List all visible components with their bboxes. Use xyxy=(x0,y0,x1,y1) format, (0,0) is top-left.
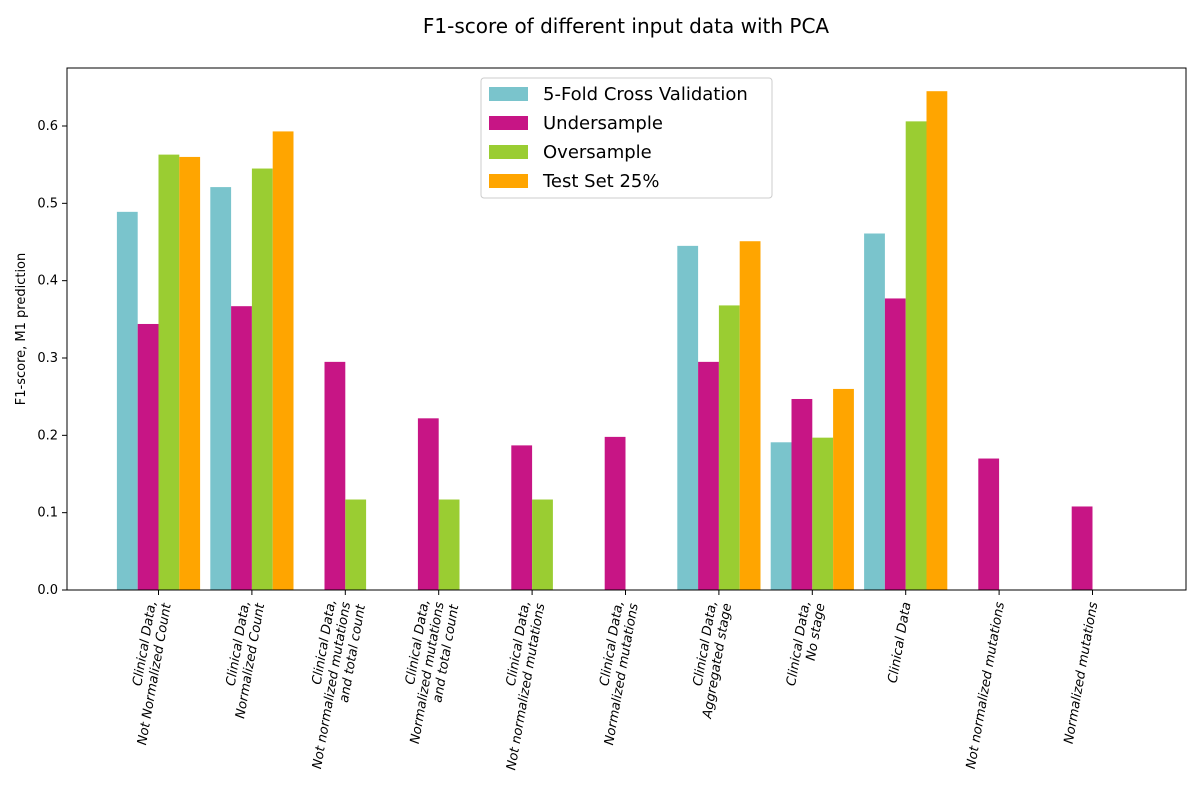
x-tick-label: Normalized mutations xyxy=(1062,601,1102,745)
legend-label: Undersample xyxy=(543,113,663,134)
bar-test-set-25 xyxy=(926,91,948,590)
bar-test-set-25 xyxy=(833,388,854,590)
bar-undersample xyxy=(231,306,252,590)
bar-undersample xyxy=(511,445,533,590)
bar-test-set-25 xyxy=(272,131,294,590)
bar-undersample xyxy=(978,458,1000,590)
x-tick-label-line: Not normalized mutations xyxy=(964,601,1008,770)
bar-undersample xyxy=(884,298,906,590)
bar-5-fold-cross-validation xyxy=(116,211,138,590)
bar-oversample xyxy=(532,499,553,590)
legend-swatch xyxy=(489,145,528,159)
bar-oversample xyxy=(438,499,460,590)
y-tick-label: 0.3 xyxy=(37,351,58,366)
bar-5-fold-cross-validation xyxy=(210,187,232,591)
bar-undersample xyxy=(604,436,626,590)
bar-5-fold-cross-validation xyxy=(770,442,792,590)
bar-oversample xyxy=(718,305,740,590)
y-axis-label: F1-score, M1 prediction xyxy=(14,253,29,405)
x-tick-label-line: Clinical Data xyxy=(886,601,915,684)
y-tick-label: 0.2 xyxy=(37,428,58,443)
bar-undersample xyxy=(417,418,439,590)
legend-label: Test Set 25% xyxy=(542,171,659,192)
x-tick-label: Clinical Data,Normalized mutations xyxy=(597,600,642,747)
x-tick-label: Clinical Data,Not normalized mutations xyxy=(504,600,549,772)
x-tick-label: Clinical Data,Not Normalized Count xyxy=(130,600,175,747)
x-tick-label-line: Normalized mutations xyxy=(1062,601,1102,745)
legend-swatch xyxy=(489,116,528,130)
axes-frame xyxy=(66,67,1187,591)
bar-oversample xyxy=(345,499,367,590)
y-tick-label: 0.6 xyxy=(37,119,58,134)
chart-title: F1-score of different input data with PC… xyxy=(423,14,830,38)
y-tick-label: 0.5 xyxy=(37,196,58,211)
bar-oversample xyxy=(158,154,180,590)
bar-undersample xyxy=(791,398,813,590)
y-tick-label: 0.0 xyxy=(37,583,58,598)
x-tick-label: Clinical Data,Aggregated stage xyxy=(691,600,736,721)
bar-test-set-25 xyxy=(739,241,761,590)
x-tick-label: Clinical Data,Normalized Count xyxy=(224,600,269,720)
legend-box xyxy=(480,77,773,199)
bar-undersample xyxy=(1071,506,1093,590)
bar-oversample xyxy=(812,437,834,590)
y-tick-label: 0.1 xyxy=(37,506,58,521)
x-tick-label: Not normalized mutations xyxy=(964,601,1008,770)
bar-undersample xyxy=(698,361,719,590)
bar-oversample xyxy=(905,121,927,591)
bar-undersample xyxy=(324,361,346,590)
legend: 5-Fold Cross Validation Undersample Oversa… xyxy=(480,77,773,199)
legend-swatch xyxy=(489,87,528,101)
bar-5-fold-cross-validation xyxy=(677,245,699,590)
bar-oversample xyxy=(251,168,273,591)
x-tick-label: Clinical Data,Not normalized mutationsan… xyxy=(310,598,369,770)
bar-test-set-25 xyxy=(179,156,201,590)
bar-5-fold-cross-validation xyxy=(864,233,885,590)
x-tick-label: Clinical Data,No stage xyxy=(784,600,829,687)
legend-swatch xyxy=(489,174,528,188)
x-tick-label: Clinical Data xyxy=(886,601,915,684)
bar-undersample xyxy=(137,323,159,590)
legend-label: Oversample xyxy=(543,142,652,163)
y-tick-label: 0.4 xyxy=(37,274,58,289)
legend-label: 5-Fold Cross Validation xyxy=(543,84,748,105)
